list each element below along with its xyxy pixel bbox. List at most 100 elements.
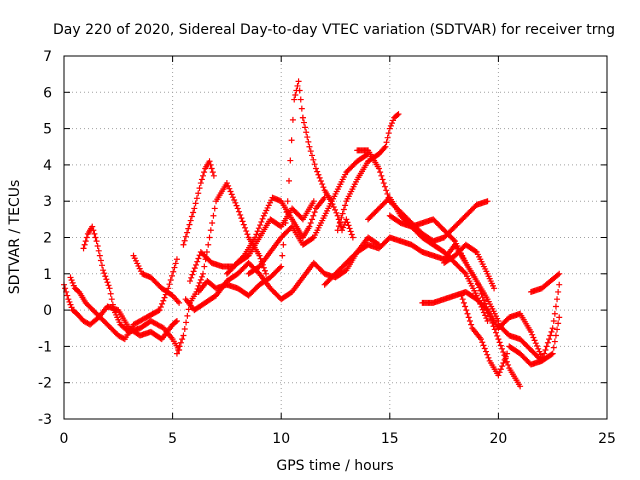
data-point (386, 125, 393, 132)
data-point (159, 300, 166, 307)
data-point (517, 383, 524, 390)
data-point (504, 350, 511, 357)
data-point (206, 158, 213, 165)
data-point (167, 277, 174, 284)
data-point (382, 143, 389, 150)
data-point (307, 148, 314, 155)
plot-frame (63, 55, 608, 420)
data-point (181, 325, 188, 332)
data-point (191, 205, 198, 212)
data-point (284, 198, 291, 205)
data-point (333, 209, 340, 216)
data-point (195, 255, 202, 262)
series-arc-b (80, 223, 183, 354)
data-point (460, 299, 467, 306)
data-point (288, 137, 295, 144)
y-tick-label: 3 (43, 194, 52, 210)
data-point (68, 304, 75, 311)
data-point (298, 105, 305, 112)
data-point (278, 263, 285, 270)
data-point (550, 344, 557, 351)
data-point (170, 268, 177, 275)
data-point (181, 237, 188, 244)
data-point (197, 276, 204, 283)
data-point (378, 172, 385, 179)
y-tick-label: -3 (38, 412, 52, 428)
data-point (502, 353, 509, 360)
data-point (240, 221, 247, 228)
data-point (91, 230, 98, 237)
data-point (242, 224, 248, 231)
data-point (190, 268, 197, 275)
data-point (228, 191, 235, 198)
data-point (156, 307, 163, 314)
data-point (209, 169, 216, 176)
data-point (542, 347, 549, 354)
data-point (379, 176, 386, 183)
data-point (102, 273, 109, 280)
data-point (109, 301, 116, 308)
data-point (168, 272, 175, 279)
data-point (461, 269, 468, 276)
data-point (92, 234, 99, 241)
data-point (225, 182, 232, 189)
data-point (107, 290, 114, 297)
data-point (70, 282, 77, 289)
data-point (310, 156, 317, 163)
data-point (555, 288, 562, 295)
data-point (555, 320, 562, 327)
data-point (483, 315, 490, 322)
data-point (89, 223, 96, 230)
data-point (496, 339, 503, 346)
data-point (286, 177, 293, 184)
data-point (195, 190, 202, 197)
y-tick-label: -1 (38, 339, 52, 355)
series-arc-r (419, 288, 545, 361)
data-point (190, 209, 197, 216)
data-point (100, 267, 107, 274)
y-tick-label: 6 (43, 85, 52, 101)
data-point (311, 161, 318, 168)
data-point (161, 294, 168, 301)
data-point (172, 318, 179, 325)
data-point (496, 369, 503, 376)
data-point (484, 351, 491, 358)
data-point (99, 262, 106, 269)
data-point (547, 332, 554, 339)
data-point (377, 169, 384, 176)
data-point (548, 351, 555, 358)
data-point (340, 224, 347, 231)
series-arc-p (365, 194, 502, 324)
data-point (83, 234, 90, 241)
series-arc-s (441, 241, 498, 292)
data-point (556, 281, 563, 288)
data-point (385, 130, 392, 137)
data-point (394, 111, 401, 118)
data-point (295, 78, 302, 85)
data-point (239, 218, 246, 225)
data-point (310, 212, 317, 219)
series-arc-j (299, 114, 356, 241)
data-point (208, 165, 215, 172)
data-point (463, 307, 470, 314)
data-point (497, 342, 504, 349)
data-point (173, 317, 180, 324)
data-point (279, 252, 286, 259)
data-point (554, 271, 561, 278)
data-point (200, 172, 207, 179)
data-point (499, 345, 506, 352)
data-point (345, 222, 352, 229)
data-point (492, 329, 499, 336)
data-point (183, 319, 190, 326)
data-point (180, 241, 187, 248)
data-point (67, 301, 74, 308)
data-point (171, 264, 178, 271)
data-point (482, 312, 489, 319)
series-arc-t (458, 292, 511, 379)
series-arc-k (245, 151, 372, 277)
data-point (223, 180, 230, 187)
data-point (536, 348, 543, 355)
data-point (484, 317, 491, 324)
data-point (97, 257, 104, 264)
